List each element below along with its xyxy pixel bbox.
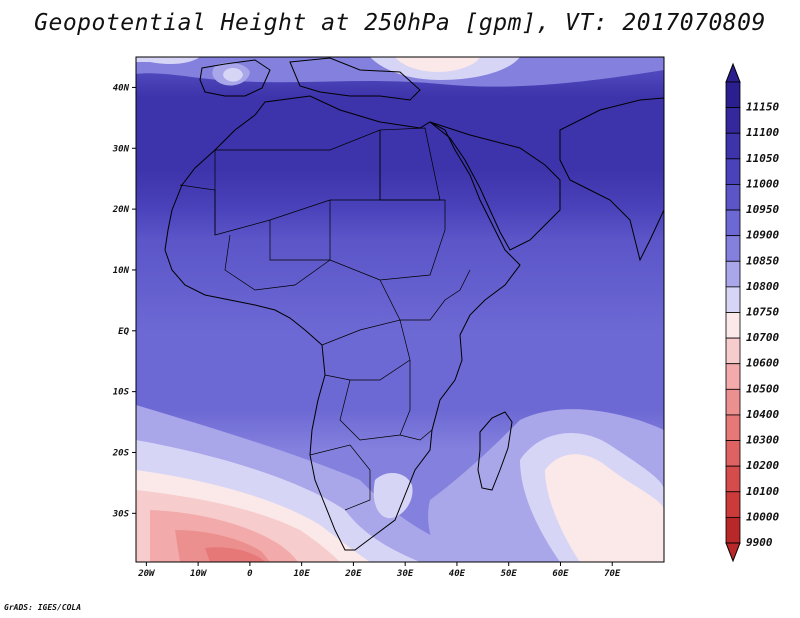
latitude-axis: 40N 30N 20N 10N EQ 10S 20S 30S — [112, 83, 136, 519]
legend-level-label: 11100 — [746, 126, 779, 139]
legend-level-label: 10200 — [746, 459, 779, 472]
map-frame — [135, 56, 665, 563]
legend-level-label: 10800 — [746, 280, 779, 293]
legend-lower-arrow — [725, 542, 741, 563]
legend-color-box — [725, 491, 741, 518]
legend-level-label: 10900 — [746, 229, 779, 242]
plot-title: Geopotential Height at 250hPa [gpm], VT:… — [34, 10, 766, 36]
lon-tick-label: 10E — [294, 569, 311, 579]
legend-color-box — [725, 312, 741, 339]
legend-color-box — [725, 235, 741, 262]
color-legend: 11150 11100 11050 11000 10950 10900 10850 10800… — [725, 62, 779, 563]
coastlines — [164, 57, 664, 551]
legend-color-box — [725, 414, 741, 441]
legend-level-label: 9900 — [746, 536, 773, 549]
legend-color-box — [725, 286, 741, 313]
legend-level-label: 10750 — [746, 306, 779, 319]
lat-tick-label: 40N — [113, 83, 130, 93]
legend-level-label: 10300 — [746, 434, 779, 447]
legend-color-box — [725, 158, 741, 185]
lat-tick-label: EQ — [118, 327, 129, 337]
lon-tick-label: 60E — [552, 569, 569, 579]
height-field — [136, 57, 664, 562]
longitude-axis: 20W 10W 0 10E 20E 30E 40E 50E 60E 70E — [137, 562, 621, 579]
lon-tick-label: 50E — [501, 569, 518, 579]
legend-color-box — [725, 440, 741, 467]
legend-level-label: 10850 — [746, 254, 779, 267]
lat-tick-label: 30N — [112, 144, 130, 154]
legend-level-label: 11150 — [746, 101, 779, 114]
legend-color-box — [725, 516, 741, 544]
legend-color-box — [725, 260, 741, 288]
lat-tick-label: 10S — [113, 388, 130, 398]
lon-tick-label: 70E — [604, 569, 621, 579]
legend-color-box — [725, 363, 741, 390]
legend-color-box — [725, 81, 741, 109]
legend-level-label: 10000 — [746, 510, 779, 523]
legend-color-box — [725, 184, 741, 211]
legend-upper-arrow — [725, 62, 741, 83]
lon-tick-label: 40E — [449, 569, 466, 579]
legend-level-label: 10700 — [746, 331, 779, 344]
legend-level-label: 11050 — [746, 152, 779, 165]
legend-color-box — [725, 388, 741, 416]
legend-level-label: 10500 — [746, 382, 779, 395]
credit-text: GrADS: IGES/COLA — [4, 603, 82, 612]
legend-level-label: 10600 — [746, 357, 779, 370]
legend-color-box — [725, 465, 741, 493]
legend-level-label: 10400 — [746, 408, 779, 421]
legend-color-box — [725, 337, 741, 365]
lon-tick-label: 20E — [344, 569, 362, 579]
country-borders — [179, 127, 471, 511]
lat-tick-label: 30S — [112, 509, 130, 519]
legend-level-label: 11000 — [746, 177, 779, 190]
lon-tick-label: 30E — [396, 569, 414, 579]
legend-color-box — [725, 132, 741, 160]
legend-level-label: 10100 — [746, 485, 779, 498]
legend-color-box — [725, 209, 741, 237]
lon-tick-label: 10W — [190, 569, 208, 579]
lon-tick-label: 20W — [137, 569, 156, 579]
legend-level-label: 10950 — [746, 203, 779, 216]
lat-tick-label: 20S — [112, 448, 130, 458]
lat-tick-label: 20N — [112, 205, 130, 215]
lat-tick-label: 10N — [113, 266, 130, 276]
legend-color-box — [725, 107, 741, 134]
lon-tick-label: 0 — [247, 569, 253, 579]
